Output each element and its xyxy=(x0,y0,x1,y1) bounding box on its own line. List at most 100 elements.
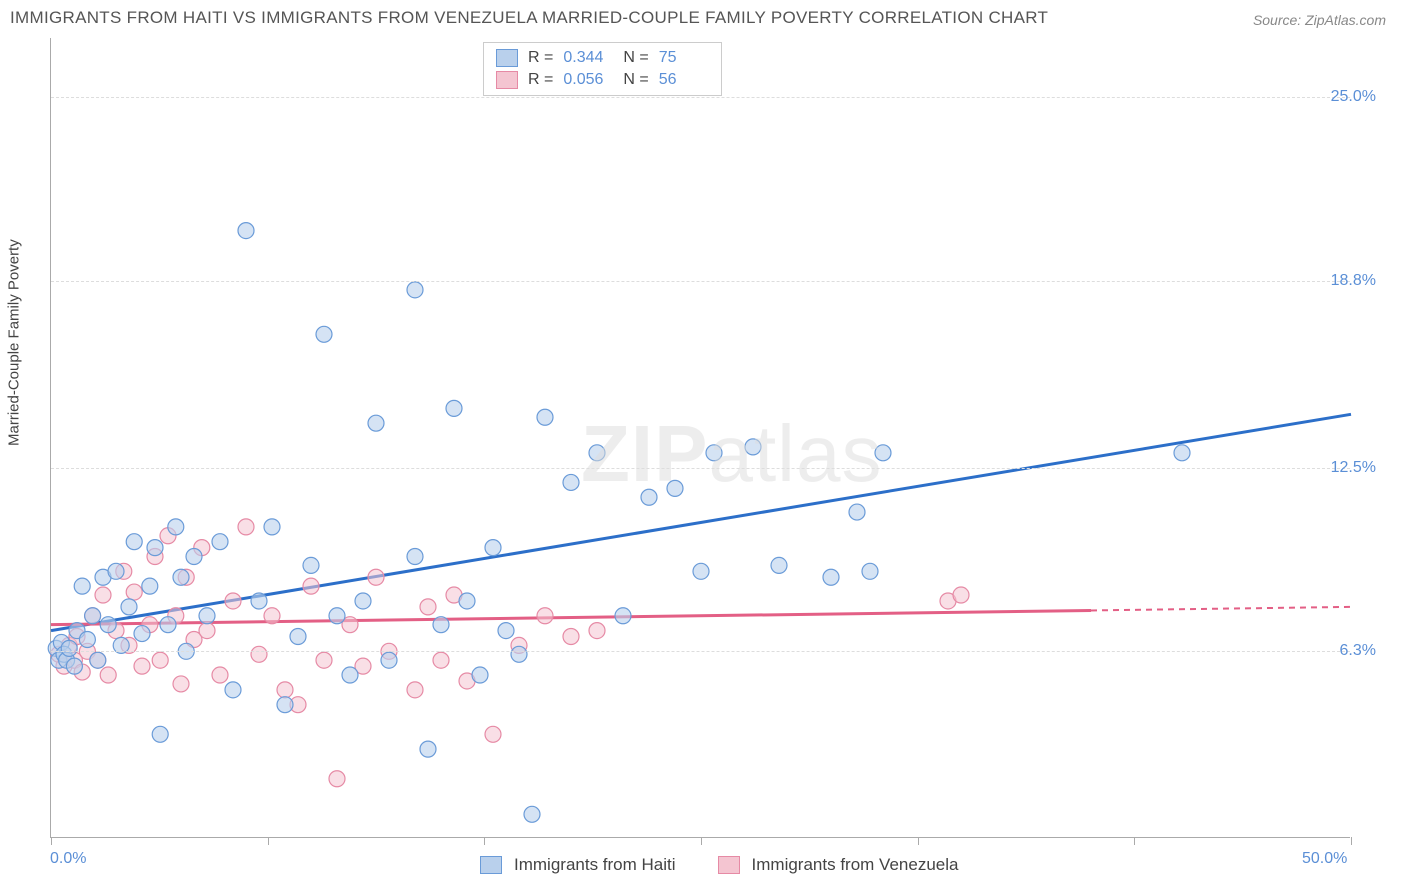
data-point xyxy=(264,519,280,535)
data-point xyxy=(100,617,116,633)
r-label: R = xyxy=(528,71,553,89)
data-point xyxy=(485,540,501,556)
data-point xyxy=(537,409,553,425)
data-point xyxy=(823,569,839,585)
data-point xyxy=(173,569,189,585)
source-attribution: Source: ZipAtlas.com xyxy=(1253,12,1386,28)
data-point xyxy=(85,608,101,624)
r-value: 0.056 xyxy=(563,71,613,89)
data-point xyxy=(615,608,631,624)
data-point xyxy=(407,682,423,698)
chart-title: IMMIGRANTS FROM HAITI VS IMMIGRANTS FROM… xyxy=(10,8,1048,28)
chart-svg xyxy=(51,38,1350,837)
data-point xyxy=(862,563,878,579)
data-point xyxy=(1174,445,1190,461)
data-point xyxy=(511,646,527,662)
y-tick-label: 18.8% xyxy=(1331,272,1376,290)
data-point xyxy=(693,563,709,579)
data-point xyxy=(251,646,267,662)
data-point xyxy=(368,415,384,431)
gridline-horizontal xyxy=(51,97,1350,98)
data-point xyxy=(420,599,436,615)
data-point xyxy=(142,578,158,594)
x-tick-label: 0.0% xyxy=(50,850,86,868)
y-tick-label: 6.3% xyxy=(1340,642,1376,660)
data-point xyxy=(381,652,397,668)
x-tick xyxy=(268,837,269,845)
data-point xyxy=(407,282,423,298)
data-point xyxy=(108,563,124,579)
y-tick-label: 12.5% xyxy=(1331,459,1376,477)
data-point xyxy=(563,474,579,490)
x-tick xyxy=(701,837,702,845)
legend-swatch xyxy=(496,49,518,67)
gridline-horizontal xyxy=(51,468,1350,469)
data-point xyxy=(290,629,306,645)
data-point xyxy=(74,578,90,594)
data-point xyxy=(225,593,241,609)
data-point xyxy=(199,623,215,639)
data-point xyxy=(589,445,605,461)
r-label: R = xyxy=(528,49,553,67)
correlation-legend: R =0.344N =75R =0.056N =56 xyxy=(483,42,722,96)
data-point xyxy=(168,519,184,535)
data-point xyxy=(953,587,969,603)
data-point xyxy=(433,617,449,633)
data-point xyxy=(126,584,142,600)
data-point xyxy=(342,667,358,683)
legend-swatch xyxy=(718,856,740,874)
data-point xyxy=(433,652,449,668)
data-point xyxy=(316,326,332,342)
x-tick xyxy=(484,837,485,845)
data-point xyxy=(199,608,215,624)
data-point xyxy=(407,549,423,565)
x-tick xyxy=(1351,837,1352,845)
x-tick xyxy=(918,837,919,845)
data-point xyxy=(134,658,150,674)
scatter-plot-area: ZIPatlas R =0.344N =75R =0.056N =56 xyxy=(50,38,1350,838)
data-point xyxy=(303,557,319,573)
legend-row: R = 0.056 N = 56 xyxy=(496,69,709,91)
data-point xyxy=(100,667,116,683)
legend-label: Immigrants from Venezuela xyxy=(752,855,959,875)
data-point xyxy=(61,640,77,656)
n-value: 56 xyxy=(659,71,709,89)
data-point xyxy=(745,439,761,455)
data-point xyxy=(316,652,332,668)
series-legend: Immigrants from Haiti Immigrants from Ven… xyxy=(480,855,988,875)
x-tick xyxy=(1134,837,1135,845)
legend-swatch xyxy=(480,856,502,874)
data-point xyxy=(485,726,501,742)
legend-row: R =0.344N =75 xyxy=(496,47,709,69)
data-point xyxy=(173,676,189,692)
data-point xyxy=(66,658,82,674)
regression-line-dashed xyxy=(1091,607,1351,611)
data-point xyxy=(160,617,176,633)
data-point xyxy=(329,771,345,787)
x-tick-label: 50.0% xyxy=(1302,850,1347,868)
data-point xyxy=(524,806,540,822)
data-point xyxy=(459,593,475,609)
n-label: N = xyxy=(623,71,648,89)
data-point xyxy=(277,697,293,713)
data-point xyxy=(472,667,488,683)
n-label: N = xyxy=(623,49,648,67)
gridline-horizontal xyxy=(51,281,1350,282)
data-point xyxy=(563,629,579,645)
x-tick xyxy=(51,837,52,845)
data-point xyxy=(420,741,436,757)
data-point xyxy=(589,623,605,639)
data-point xyxy=(771,557,787,573)
data-point xyxy=(849,504,865,520)
data-point xyxy=(303,578,319,594)
data-point xyxy=(79,631,95,647)
data-point xyxy=(121,599,137,615)
data-point xyxy=(277,682,293,698)
data-point xyxy=(498,623,514,639)
legend-label: Immigrants from Haiti xyxy=(514,855,676,875)
data-point xyxy=(368,569,384,585)
data-point xyxy=(212,534,228,550)
data-point xyxy=(212,667,228,683)
data-point xyxy=(537,608,553,624)
gridline-horizontal xyxy=(51,651,1350,652)
